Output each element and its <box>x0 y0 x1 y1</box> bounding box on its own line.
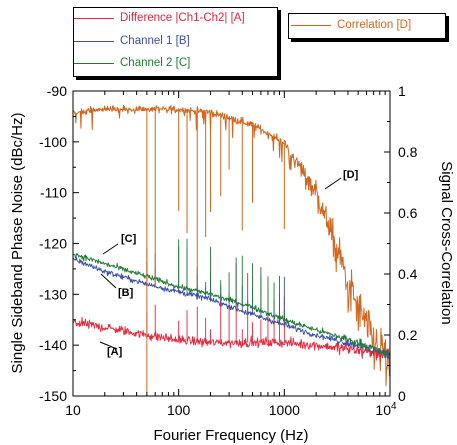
series-line-a <box>72 316 391 361</box>
annotation-label-d: [D] <box>343 169 359 181</box>
y-left-tick-label: -140 <box>39 337 67 353</box>
y-left-tick-label: -120 <box>39 236 67 252</box>
legend-swatch-b <box>74 40 114 42</box>
series-line-c <box>72 253 391 359</box>
y-right-tick-label: 0.2 <box>398 327 418 343</box>
legend-label-b: Channel 1 [B] <box>120 35 190 47</box>
traces-layer <box>72 105 391 393</box>
legend-label-a: Difference |Ch1-Ch2| [A] <box>120 12 245 24</box>
legend-item-correlation: Correlation [D] <box>291 19 411 31</box>
x-tick-label: 1000 <box>269 402 300 418</box>
y-left-tick-label: -100 <box>39 134 67 150</box>
y-left-tick-label: -150 <box>39 388 67 404</box>
annotation-leader-a <box>99 341 118 350</box>
x-tick-label: 100 <box>167 402 191 418</box>
y-left-tick-label: -90 <box>47 83 67 99</box>
x-tick-label: 10 <box>65 402 81 418</box>
y-right-tick-label: 0.4 <box>398 266 418 282</box>
annotation-label-c: [C] <box>121 233 137 245</box>
y-right-tick-label: 1 <box>398 83 406 99</box>
y-left-tick-label: -130 <box>39 286 67 302</box>
legend-right: Correlation [D] <box>288 13 446 39</box>
annotation-leader-b <box>100 273 117 289</box>
y-axis-left-label: Single Sideband Phase Noise (dBc/Hz) <box>9 113 26 374</box>
legend-item-difference: Difference |Ch1-Ch2| [A] <box>74 12 245 24</box>
legend-left: Difference |Ch1-Ch2| [A] Channel 1 [B] C… <box>73 7 278 77</box>
annotation-label-a: [A] <box>107 346 123 358</box>
annotations-layer: [A] [B] [C] [D] <box>99 169 359 358</box>
y-right-tick-label: 0.6 <box>398 205 418 221</box>
y-right-tick-label: 0 <box>398 388 406 404</box>
x-axis-label: Fourier Frequency (Hz) <box>153 427 308 444</box>
legend-swatch-d <box>291 24 331 26</box>
legend-label-d: Correlation [D] <box>337 19 412 31</box>
legend-item-channel-2: Channel 2 [C] <box>74 57 190 69</box>
y-right-tick-label: 0.8 <box>398 144 418 160</box>
series-line-b <box>72 256 391 359</box>
legend-swatch-c <box>74 62 114 64</box>
annotation-label-b: [B] <box>118 287 134 299</box>
series-line-d <box>72 105 391 387</box>
y-axis-right-label: Signal Cross-Correlation <box>438 161 455 324</box>
y-left-tick-label: -110 <box>40 185 67 201</box>
legend-item-channel-1: Channel 1 [B] <box>74 35 190 47</box>
annotation-leader-d <box>324 177 342 190</box>
legend-swatch-a <box>74 17 114 19</box>
ticks-layer: -150 -140 -130 -120 -110 -100 -90 0 0.2 0.4 0.6 0.8… <box>39 83 418 418</box>
legend-label-c: Channel 2 [C] <box>120 57 191 69</box>
annotation-leader-c <box>102 243 119 255</box>
x-tick-label-power: 104 <box>375 401 397 418</box>
